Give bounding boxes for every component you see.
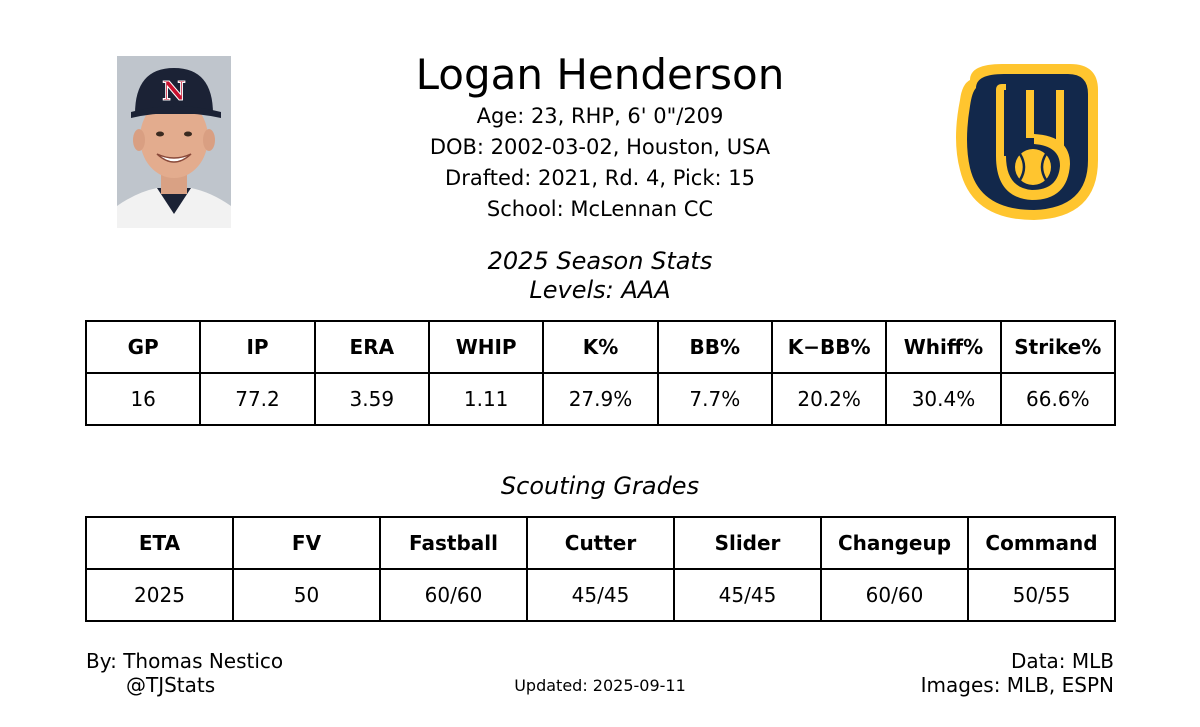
scouting-grades-title: Scouting Grades: [500, 472, 700, 500]
player-age-line: Age: 23, RHP, 6' 0"/209: [476, 104, 724, 128]
season-stats-table: GP IP ERA WHIP K% BB% K−BB% Whiff% Strik…: [84, 320, 1117, 426]
grades-value-cell: 45/45: [526, 568, 675, 622]
stats-value-cell: 16: [84, 372, 202, 426]
season-stats-title: 2025 Season Stats: [487, 247, 713, 275]
grades-value-cell: 60/60: [820, 568, 969, 622]
stats-value-cell: 66.6%: [999, 372, 1117, 426]
stats-header-cell: IP: [199, 320, 316, 374]
author-credit: By: Thomas Nestico: [86, 649, 284, 673]
stats-header-cell: BB%: [656, 320, 773, 374]
grades-value-cell: 45/45: [673, 568, 822, 622]
player-dob-line: DOB: 2002-03-02, Houston, USA: [429, 135, 771, 159]
grades-header-cell: Slider: [673, 516, 822, 570]
stats-header-cell: K%: [542, 320, 659, 374]
stats-header-cell: ERA: [313, 320, 430, 374]
stats-value-cell: 20.2%: [770, 372, 888, 426]
scouting-grades-table: ETA FV Fastball Cutter Slider Changeup C…: [85, 516, 1116, 622]
grades-value-row: 2025 50 60/60 45/45 45/45 60/60 50/55: [85, 568, 1116, 622]
grades-value-cell: 50: [232, 568, 381, 622]
grades-header-row: ETA FV Fastball Cutter Slider Changeup C…: [85, 516, 1116, 570]
stats-header-cell: K−BB%: [770, 320, 888, 374]
stats-value-row: 16 77.2 3.59 1.11 27.9% 7.7% 20.2% 30.4%…: [84, 372, 1117, 426]
author-handle: @TJStats: [126, 673, 216, 697]
stats-header-row: GP IP ERA WHIP K% BB% K−BB% Whiff% Strik…: [84, 320, 1117, 374]
team-logo: [956, 64, 1098, 220]
stats-value-cell: 27.9%: [542, 372, 659, 426]
data-source-credit: Data: MLB: [1011, 649, 1114, 673]
stats-value-cell: 30.4%: [885, 372, 1002, 426]
grades-header-cell: Command: [967, 516, 1116, 570]
grades-header-cell: FV: [232, 516, 381, 570]
grades-header-cell: Cutter: [526, 516, 675, 570]
player-school-line: School: McLennan CC: [486, 197, 714, 221]
stats-value-cell: 77.2: [199, 372, 316, 426]
stats-value-cell: 3.59: [313, 372, 430, 426]
grades-header-cell: ETA: [85, 516, 234, 570]
player-name: Logan Henderson: [415, 50, 785, 99]
season-levels-label: Levels: AAA: [529, 276, 671, 304]
grades-value-cell: 50/55: [967, 568, 1116, 622]
image-source-credit: Images: MLB, ESPN: [920, 673, 1114, 697]
grades-header-cell: Changeup: [820, 516, 969, 570]
grades-header-cell: Fastball: [379, 516, 528, 570]
stats-header-cell: WHIP: [427, 320, 545, 374]
stats-header-cell: GP: [84, 320, 202, 374]
grades-value-cell: 60/60: [379, 568, 528, 622]
stats-value-cell: 1.11: [427, 372, 545, 426]
stats-value-cell: 7.7%: [656, 372, 773, 426]
updated-date: Updated: 2025-09-11: [514, 676, 686, 695]
stats-header-cell: Whiff%: [885, 320, 1002, 374]
player-headshot: N: [117, 56, 231, 228]
cap-letter: N: [162, 77, 186, 107]
player-draft-line: Drafted: 2021, Rd. 4, Pick: 15: [445, 166, 755, 190]
grades-value-cell: 2025: [85, 568, 234, 622]
stats-header-cell: Strike%: [999, 320, 1117, 374]
